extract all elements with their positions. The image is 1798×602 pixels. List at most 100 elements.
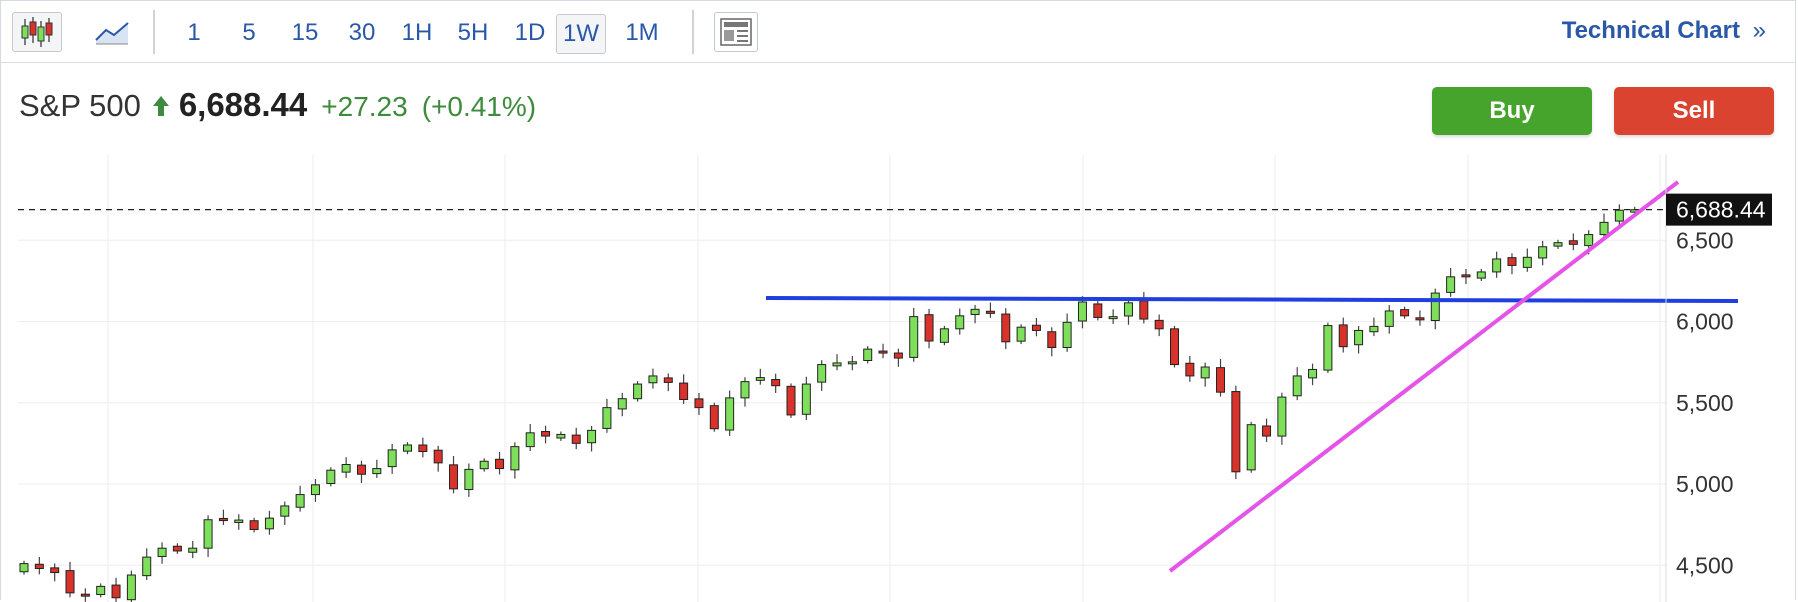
interval-1w[interactable]: 1W bbox=[556, 14, 606, 54]
candle-down bbox=[495, 458, 505, 470]
candle-up bbox=[1062, 321, 1072, 348]
candle-up bbox=[970, 308, 980, 316]
candle-down bbox=[786, 385, 796, 416]
candle-down bbox=[34, 563, 44, 570]
candle-down bbox=[985, 310, 995, 314]
candle-up bbox=[1077, 301, 1087, 322]
candle-up bbox=[1522, 256, 1532, 268]
candle-down bbox=[433, 449, 443, 464]
candle-up bbox=[1384, 310, 1394, 327]
candle-up bbox=[617, 398, 627, 410]
candle-up bbox=[326, 469, 336, 485]
interval-5h[interactable]: 5H bbox=[457, 19, 489, 46]
candle-down bbox=[172, 545, 182, 552]
candle-down bbox=[541, 431, 551, 437]
up-arrow-icon bbox=[152, 96, 169, 116]
candle-down bbox=[111, 584, 121, 599]
candle-down bbox=[1170, 328, 1179, 366]
candle-down bbox=[249, 520, 259, 530]
price-axis-label: 4,500 bbox=[1676, 552, 1734, 578]
candle-up bbox=[602, 407, 612, 429]
last-price: 6,688.44 bbox=[178, 86, 308, 123]
candle-down bbox=[1093, 303, 1103, 318]
candle-up bbox=[1354, 329, 1364, 346]
interval-1[interactable]: 1 bbox=[187, 19, 201, 46]
candle-down bbox=[694, 398, 704, 409]
candle-up bbox=[1476, 271, 1486, 279]
interval-30[interactable]: 30 bbox=[348, 19, 376, 46]
candle-up bbox=[587, 429, 597, 444]
candle-up bbox=[1553, 242, 1563, 247]
interval-15[interactable]: 15 bbox=[291, 19, 319, 46]
technical-chart-link[interactable]: Technical Chart » bbox=[1562, 17, 1766, 45]
candle-down bbox=[80, 593, 90, 597]
candle-up bbox=[96, 585, 106, 595]
candle-up bbox=[126, 574, 136, 601]
candle-down bbox=[878, 350, 888, 354]
candle-down bbox=[356, 464, 366, 475]
interval-5[interactable]: 5 bbox=[242, 19, 256, 46]
candle-up bbox=[1369, 325, 1379, 333]
candle-up bbox=[633, 383, 643, 400]
candle-up bbox=[142, 556, 152, 577]
candle-up bbox=[387, 449, 397, 468]
candle-up bbox=[1200, 366, 1210, 379]
candle-up bbox=[939, 328, 949, 343]
candle-up bbox=[234, 519, 244, 524]
candle-up bbox=[157, 547, 167, 557]
candle-up bbox=[19, 563, 29, 573]
candle-up bbox=[955, 315, 965, 330]
candle-up bbox=[801, 383, 811, 415]
candlestick-icon[interactable] bbox=[12, 12, 62, 52]
last-price-badge bbox=[1666, 193, 1772, 226]
candle-up bbox=[280, 505, 290, 517]
area-chart-icon[interactable] bbox=[92, 12, 132, 52]
candle-down bbox=[449, 464, 459, 490]
interval-1m[interactable]: 1M bbox=[625, 19, 659, 46]
candle-up bbox=[510, 446, 520, 471]
candle-down bbox=[1154, 319, 1164, 330]
candle-up bbox=[1599, 221, 1609, 236]
candle-up bbox=[1123, 302, 1133, 317]
candle-up bbox=[310, 484, 320, 496]
chevron-right-icon: » bbox=[1752, 17, 1766, 44]
candle-down bbox=[1047, 331, 1057, 348]
candles bbox=[19, 204, 1640, 602]
candle-down bbox=[65, 570, 75, 594]
candle-up bbox=[1584, 234, 1594, 247]
resistance-line bbox=[765, 296, 1739, 303]
candle-up bbox=[1308, 368, 1318, 379]
candle-up bbox=[341, 464, 351, 473]
candle-up bbox=[817, 364, 827, 383]
candle-down bbox=[1185, 362, 1195, 377]
candlestick-chart[interactable]: 4,500 5,000 5,500 6,000 6,500 6,688.44 bbox=[0, 150, 1798, 602]
candle-down bbox=[1415, 317, 1425, 321]
candle-up bbox=[203, 519, 213, 549]
candle-down bbox=[1216, 367, 1226, 393]
candle-down bbox=[709, 405, 719, 430]
candle-down bbox=[893, 352, 903, 359]
price-change: +27.23 bbox=[321, 91, 408, 122]
toolbar-separator bbox=[153, 10, 155, 54]
candle-up bbox=[755, 377, 765, 381]
candle-down bbox=[1262, 425, 1272, 437]
candle-down bbox=[1568, 240, 1578, 245]
price-axis-label: 5,500 bbox=[1676, 390, 1734, 416]
last-price-badge-label: 6,688.44 bbox=[1676, 197, 1766, 223]
candle-up bbox=[909, 316, 919, 358]
interval-1h[interactable]: 1H bbox=[401, 19, 433, 46]
candle-up bbox=[556, 433, 566, 439]
toolbar-separator bbox=[692, 10, 694, 54]
candle-down bbox=[771, 379, 781, 387]
candle-down bbox=[218, 517, 228, 522]
candle-up bbox=[479, 460, 489, 470]
candle-up bbox=[1292, 375, 1302, 397]
technical-chart-label[interactable]: Technical Chart bbox=[1561, 17, 1740, 44]
news-layout-icon[interactable] bbox=[714, 12, 758, 52]
price-axis-label: 5,000 bbox=[1676, 471, 1734, 497]
sell-button[interactable]: Sell bbox=[1614, 87, 1774, 135]
buy-button[interactable]: Buy bbox=[1432, 87, 1592, 135]
interval-1d[interactable]: 1D bbox=[514, 19, 546, 46]
toolbar: 1 5 15 30 1H 5H 1D 1W 1M Technical Chart… bbox=[0, 0, 1796, 63]
candle-down bbox=[1031, 324, 1041, 331]
